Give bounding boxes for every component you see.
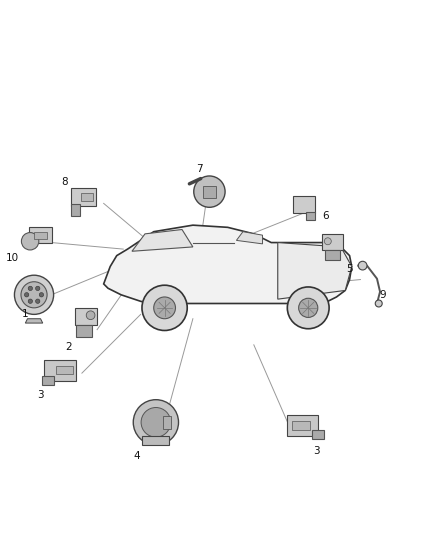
FancyBboxPatch shape [71,188,96,206]
FancyBboxPatch shape [42,376,54,385]
Circle shape [358,261,367,270]
Text: 3: 3 [314,447,320,456]
FancyBboxPatch shape [76,325,92,337]
FancyBboxPatch shape [325,251,339,260]
FancyBboxPatch shape [56,366,73,375]
FancyBboxPatch shape [322,234,343,251]
Circle shape [287,287,329,329]
Text: 5: 5 [346,264,353,273]
FancyBboxPatch shape [293,196,315,213]
Circle shape [21,232,39,250]
Circle shape [28,299,32,303]
Circle shape [375,300,382,307]
Text: 10: 10 [6,253,19,263]
Text: 9: 9 [379,290,385,300]
FancyBboxPatch shape [163,416,171,429]
Circle shape [141,408,171,437]
Text: 7: 7 [196,164,203,174]
Text: 8: 8 [61,176,68,187]
Circle shape [133,400,179,445]
FancyBboxPatch shape [81,193,93,201]
Circle shape [194,176,225,207]
FancyBboxPatch shape [142,436,170,446]
FancyBboxPatch shape [75,308,97,325]
FancyBboxPatch shape [312,430,324,439]
FancyBboxPatch shape [292,422,310,430]
Text: 1: 1 [22,309,28,319]
FancyBboxPatch shape [203,185,216,198]
Text: 6: 6 [322,212,329,221]
Circle shape [25,293,29,297]
Text: 3: 3 [37,390,44,400]
Circle shape [86,311,95,320]
Polygon shape [132,230,193,251]
FancyBboxPatch shape [71,204,80,216]
Text: 4: 4 [133,451,140,461]
FancyBboxPatch shape [287,415,318,436]
Polygon shape [25,319,43,323]
Circle shape [324,238,331,245]
FancyBboxPatch shape [45,360,76,381]
Circle shape [154,297,176,319]
FancyBboxPatch shape [306,212,315,220]
Polygon shape [104,225,352,305]
Circle shape [21,282,47,308]
Polygon shape [237,232,262,244]
FancyBboxPatch shape [35,232,47,239]
Circle shape [35,299,40,303]
Text: 2: 2 [66,342,72,352]
FancyBboxPatch shape [29,227,52,244]
Polygon shape [278,243,352,299]
Circle shape [39,293,44,297]
Circle shape [28,286,32,290]
Circle shape [35,286,40,290]
Circle shape [142,285,187,330]
Circle shape [14,275,53,314]
Circle shape [299,298,318,318]
